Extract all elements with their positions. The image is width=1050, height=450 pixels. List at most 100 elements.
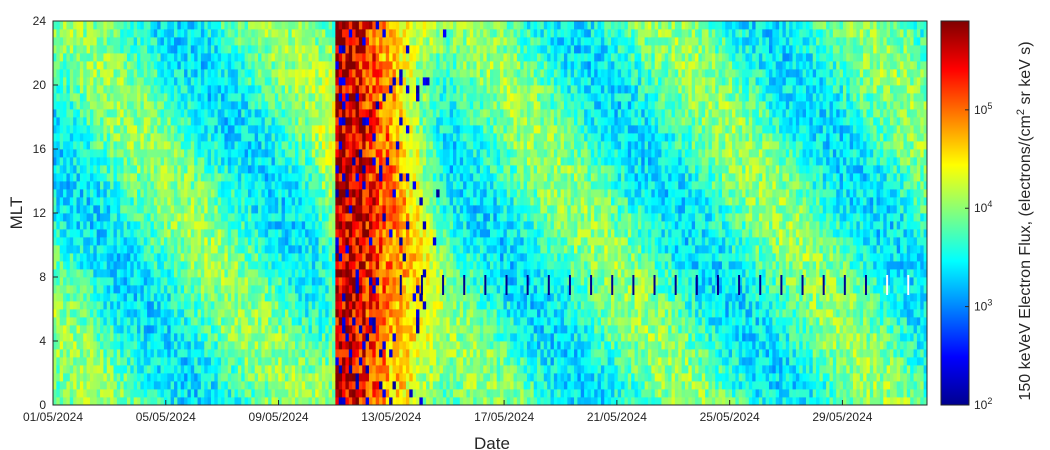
heatmap-cell <box>274 325 279 334</box>
heatmap-cell <box>274 149 279 158</box>
heatmap-cell <box>56 165 61 174</box>
heatmap-cell <box>103 37 108 46</box>
heatmap-cell <box>264 85 269 94</box>
heatmap-cell <box>247 301 252 310</box>
heatmap-cell <box>399 181 403 190</box>
heatmap-cell <box>231 69 235 78</box>
heatmap-cell <box>113 101 118 110</box>
heatmap-cell <box>332 397 336 406</box>
heatmap-cell <box>73 29 77 38</box>
heatmap-cell <box>56 29 61 38</box>
heatmap-cell <box>368 333 373 342</box>
heatmap-cell <box>69 21 74 30</box>
heatmap-cell <box>251 269 256 278</box>
heatmap-cell <box>197 85 202 94</box>
heatmap-cell <box>244 69 249 78</box>
heatmap-cell <box>355 189 360 198</box>
heatmap-cell <box>207 173 212 182</box>
heatmap-cell <box>258 333 262 342</box>
heatmap-cell <box>227 117 232 126</box>
heatmap-cell <box>325 213 330 222</box>
heatmap-cell <box>342 21 346 30</box>
heatmap-cell <box>79 357 84 366</box>
heatmap-cell <box>177 237 182 246</box>
heatmap-cell <box>133 101 138 110</box>
heatmap-cell <box>338 165 343 174</box>
heatmap-cell <box>301 181 306 190</box>
heatmap-cell <box>187 149 192 158</box>
heatmap-cell <box>342 285 346 294</box>
heatmap-cell <box>86 317 91 326</box>
heatmap-cell <box>379 213 383 222</box>
heatmap-cell <box>83 117 88 126</box>
heatmap-cell <box>153 349 158 358</box>
heatmap-cell <box>53 45 57 54</box>
heatmap-cell <box>321 285 326 294</box>
heatmap-cell <box>120 125 124 134</box>
heatmap-cell <box>147 117 151 126</box>
heatmap-cell <box>392 141 397 150</box>
heatmap-cell <box>83 349 88 358</box>
heatmap-cell <box>96 245 101 254</box>
heatmap-cell <box>153 341 158 350</box>
heatmap-cell <box>244 293 249 302</box>
heatmap-cell <box>345 125 350 134</box>
heatmap-cell <box>348 53 353 62</box>
heatmap-cell <box>187 389 192 398</box>
heatmap-cell <box>358 205 363 214</box>
heatmap-cell <box>167 125 172 134</box>
heatmap-cell <box>332 301 336 310</box>
heatmap-cell <box>89 357 94 366</box>
heatmap-cell <box>395 277 400 286</box>
heatmap-cell <box>66 61 71 70</box>
heatmap-cell <box>271 261 276 270</box>
heatmap-cell <box>214 365 219 374</box>
heatmap-cell <box>174 157 178 166</box>
heatmap-cell <box>241 365 246 374</box>
heatmap-cell <box>194 29 198 38</box>
heatmap-cell <box>379 341 383 350</box>
heatmap-cell <box>244 325 249 334</box>
heatmap-cell <box>207 325 212 334</box>
heatmap-cell <box>241 261 246 270</box>
heatmap-cell <box>86 389 91 398</box>
heatmap-cell <box>100 349 104 358</box>
heatmap-cell <box>375 101 380 110</box>
heatmap-cell <box>254 165 259 174</box>
heatmap-cell <box>63 149 67 158</box>
heatmap-cell <box>59 61 64 70</box>
heatmap-cell <box>271 309 276 318</box>
heatmap-cell <box>375 237 380 246</box>
heatmap-cell <box>321 157 326 166</box>
heatmap-cell <box>318 269 323 278</box>
heatmap-cell <box>348 357 353 366</box>
heatmap-cell <box>130 325 135 334</box>
heatmap-cell <box>170 29 175 38</box>
heatmap-cell <box>214 397 219 406</box>
heatmap-cell <box>308 301 313 310</box>
heatmap-cell <box>59 229 64 238</box>
heatmap-cell <box>116 205 121 214</box>
heatmap-cell <box>399 221 403 230</box>
heatmap-cell <box>237 205 242 214</box>
heatmap-cell <box>241 253 246 262</box>
heatmap-cell <box>180 293 185 302</box>
heatmap-cell <box>271 77 276 86</box>
heatmap-cell <box>150 277 155 286</box>
heatmap-cell <box>89 45 94 54</box>
heatmap-cell <box>53 157 57 166</box>
heatmap-cell <box>123 269 128 278</box>
heatmap-cell <box>328 245 333 254</box>
heatmap-cell <box>167 317 172 326</box>
heatmap-cell <box>392 341 397 350</box>
heatmap-cell <box>76 285 81 294</box>
heatmap-cell <box>348 389 353 398</box>
heatmap-cell <box>399 101 403 110</box>
heatmap-cell <box>177 213 182 222</box>
heatmap-cell <box>332 325 336 334</box>
heatmap-cell <box>368 149 373 158</box>
heatmap-cell <box>157 197 161 206</box>
heatmap-cell <box>93 309 98 318</box>
heatmap-cell <box>123 301 128 310</box>
heatmap-cell <box>348 157 353 166</box>
